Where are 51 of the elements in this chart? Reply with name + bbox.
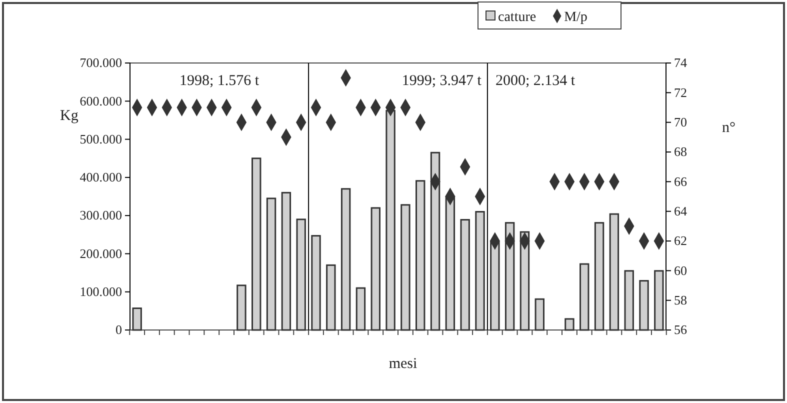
y-tick-label: 400.000 [80,170,122,185]
bar [624,270,634,331]
bar [132,308,142,331]
bar [460,219,470,331]
bar [252,158,262,331]
y-axis-title: Kg [60,108,79,124]
bar [580,263,590,331]
bar [416,180,426,331]
y-tick-label: 100.000 [80,284,122,300]
y2-tick-label: 68 [674,144,687,160]
y2-tick-label: 64 [674,203,688,218]
bar [564,318,574,331]
y2-tick-label: 70 [674,114,687,130]
y2-tick-label: 60 [674,262,687,278]
bar [430,152,440,331]
y-tick-label: 700.000 [80,55,122,70]
bar [609,213,620,331]
bar [400,204,410,331]
bar [534,298,544,331]
x-axis-title: mesi [388,356,418,372]
bar [356,287,366,331]
bar [504,222,515,331]
annotation: 1999; 3.947 t [402,73,482,89]
y-tick-label: 300.000 [80,208,122,223]
y-tick-label: 500.000 [80,131,122,146]
bar [266,198,276,331]
bar [370,207,380,331]
bar [475,211,485,331]
y-tick-label: 600.000 [80,93,122,108]
bar [296,218,306,331]
bar [236,284,246,331]
legend-label: catture [498,10,536,25]
annotation: 2000; 2.134 t [495,73,576,89]
bar [654,270,664,331]
y-tick-label: 0 [116,322,122,338]
bar [311,235,321,331]
y2-tick-label: 74 [674,55,688,70]
y2-tick-label: 56 [674,322,688,338]
annotation: 1998; 1.576 t [179,73,260,89]
y2-tick-label: 66 [674,174,688,189]
y-tick-label: 200.000 [80,246,122,261]
bar [594,222,604,331]
legend-label: M/p [564,10,588,25]
y2-tick-label: 72 [674,84,687,100]
bar [326,264,336,331]
bar [639,280,649,331]
bar [340,188,351,331]
y2-tick-label: 62 [674,233,687,248]
bar [281,192,292,331]
y2-axis-title: n° [722,120,736,136]
y2-tick-label: 58 [674,292,687,308]
